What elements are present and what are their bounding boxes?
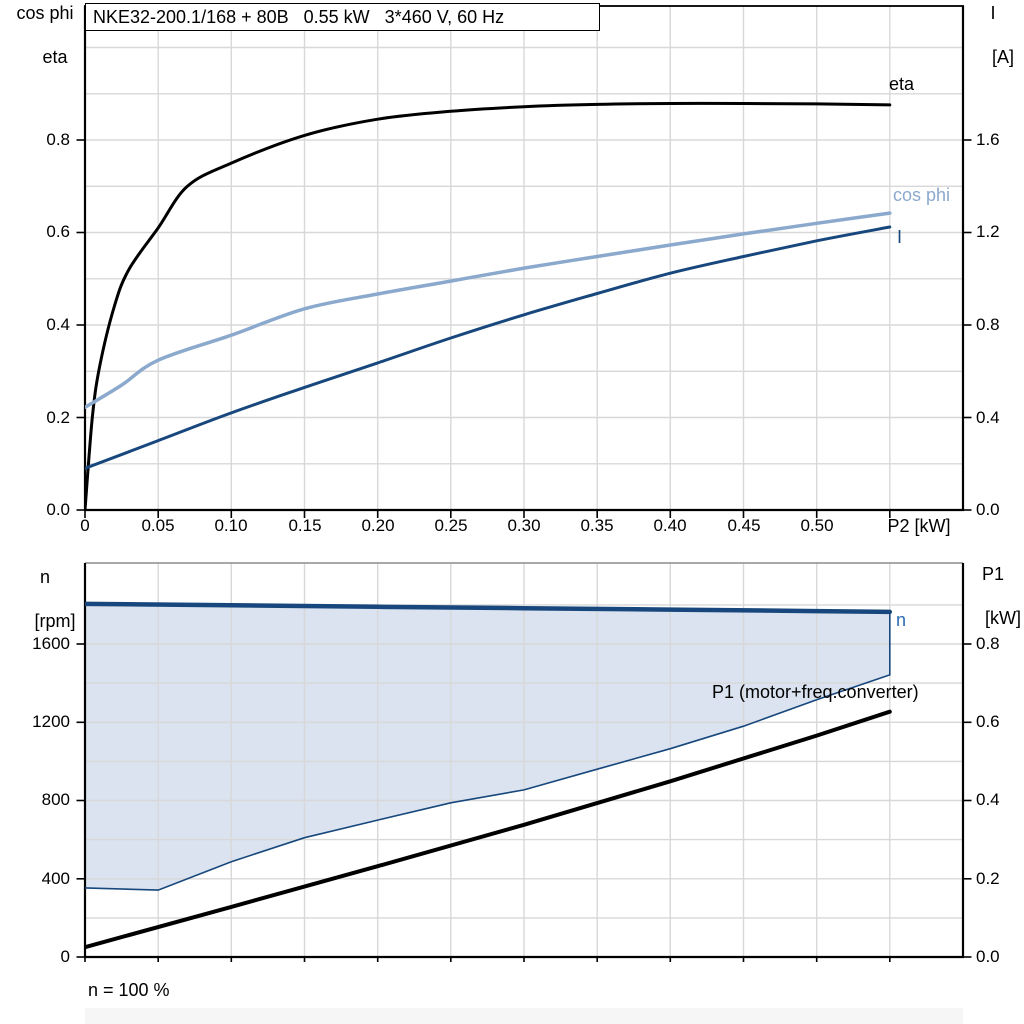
top-x-tick-0.35: 0.35	[580, 516, 614, 535]
bottom-gutter	[85, 1008, 963, 1024]
bottom-y-left-tick-400: 400	[41, 869, 70, 888]
top-x-tick-0.05: 0.05	[141, 516, 175, 535]
speed-footnote: n = 100 %	[88, 980, 170, 1000]
top-left-axis-title-line1: cos phi	[16, 3, 74, 23]
p1-curve	[85, 709, 892, 950]
top-x-tick-0.20: 0.20	[361, 516, 395, 535]
top-x-tick-0.50: 0.50	[800, 516, 834, 535]
top-y-right-tick-1.6: 1.6	[976, 130, 1000, 149]
bottom-y-right-tick-0.2: 0.2	[976, 869, 1000, 888]
bottom-right-axis-title-line2: [kW]	[985, 608, 1022, 628]
speed-range-area	[85, 603, 890, 891]
top-y-left-tick-0.4: 0.4	[46, 315, 70, 334]
chart-title-box: NKE32-200.1/168 + 80B 0.55 kW 3*460 V, 6…	[85, 3, 600, 31]
bottom-y-right-tick-0.6: 0.6	[976, 712, 1000, 731]
top-y-left-tick-0.0: 0.0	[46, 500, 70, 519]
top-x-tick-0: 0	[80, 516, 90, 535]
top-left-axis-title: cos phi eta	[10, 2, 80, 68]
bottom-y-right-tick-0.0: 0.0	[976, 947, 1000, 966]
bottom-y-left-tick-1600: 1600	[32, 634, 70, 653]
current-curve	[85, 225, 892, 470]
top-y-right-tick-1.2: 1.2	[976, 222, 1000, 241]
speed-range-lower-boundary	[85, 611, 891, 891]
top-right-axis-title-line1: I	[990, 3, 996, 23]
cos-phi-curve-label: cos phi	[893, 185, 951, 205]
bottom-left-axis-title-line2: [rpm]	[34, 611, 76, 631]
top-y-left-tick-0.8: 0.8	[46, 130, 70, 149]
top-x-tick-0.45: 0.45	[727, 516, 761, 535]
top-y-left-tick-0.2: 0.2	[46, 408, 70, 427]
top-right-axis-title-line2: [A]	[992, 47, 1015, 67]
bottom-right-axis-title-line1: P1	[981, 564, 1005, 584]
top-x-tick-0.40: 0.40	[653, 516, 687, 535]
top-y-right-tick-0.8: 0.8	[976, 315, 1000, 334]
bottom-y-left-tick-0: 0	[60, 947, 70, 966]
top-y-right-tick-0.4: 0.4	[976, 408, 1000, 427]
current-curve-label: I	[897, 227, 903, 247]
bottom-y-left-tick-1200: 1200	[32, 712, 70, 731]
n-curve-label: n	[896, 610, 907, 630]
cos-phi-curve	[85, 211, 892, 410]
top-y-right-tick-0.0: 0.0	[976, 500, 1000, 519]
bottom-right-axis-title: P1 [kW]	[965, 563, 1021, 629]
top-left-axis-title-line2: eta	[42, 47, 68, 67]
top-x-tick-0.25: 0.25	[434, 516, 468, 535]
bottom-left-axis-title-line1: n	[39, 567, 50, 587]
top-x-axis-label: P2 [kW]	[887, 516, 951, 536]
bottom-y-left-tick-800: 800	[41, 790, 70, 809]
top-x-tick-0.15: 0.15	[288, 516, 322, 535]
eta-curve	[85, 101, 892, 510]
top-x-tick-0.10: 0.10	[214, 516, 248, 535]
n-curve	[85, 601, 893, 615]
p1-curve-label: P1 (motor+freq.converter)	[712, 682, 919, 702]
bottom-left-axis-title: n [rpm]	[10, 566, 80, 632]
top-y-left-tick-0.6: 0.6	[46, 222, 70, 241]
top-x-tick-0.30: 0.30	[507, 516, 541, 535]
top-right-axis-title: I [A]	[967, 2, 1019, 68]
eta-curve-label: eta	[889, 74, 915, 94]
bottom-y-right-tick-0.8: 0.8	[976, 634, 1000, 653]
bottom-y-right-tick-0.4: 0.4	[976, 790, 1000, 809]
